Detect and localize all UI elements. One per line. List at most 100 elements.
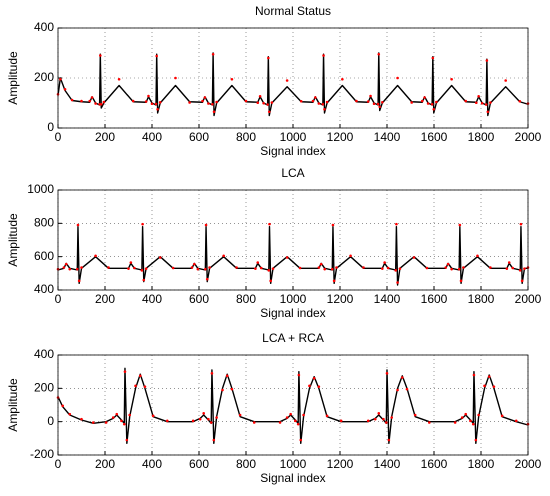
data-point [412, 256, 416, 259]
data-point [331, 223, 335, 227]
x-tick-label: 0 [55, 457, 62, 471]
data-point [252, 421, 256, 424]
data-point [211, 102, 214, 106]
data-point [475, 101, 478, 105]
data-point [425, 266, 429, 270]
data-point [141, 222, 144, 226]
data-point [244, 99, 248, 103]
data-point [131, 99, 135, 103]
data-point [400, 376, 404, 379]
x-tick-label: 1200 [327, 292, 354, 306]
data-point [387, 438, 391, 442]
x-tick-label: 1800 [468, 292, 495, 306]
x-tick-label: 400 [142, 457, 162, 471]
y-tick-label: 200 [34, 381, 54, 395]
data-point [235, 266, 238, 269]
data-point [267, 269, 271, 272]
data-point [453, 421, 457, 424]
x-axis-label: Signal index [260, 306, 325, 320]
data-point [489, 101, 492, 104]
data-point [428, 421, 431, 424]
data-point [396, 76, 399, 80]
data-point [484, 103, 488, 106]
data-point [204, 223, 208, 227]
data-point [165, 419, 169, 423]
x-tick-label: 1200 [327, 457, 354, 471]
data-point [390, 416, 394, 419]
subplot: Normal Status 0 200 400 600 800 1000 1200 1400 16… [6, 4, 541, 158]
x-tick-label: 800 [236, 457, 256, 471]
data-point [299, 438, 303, 442]
data-point [198, 417, 202, 421]
data-point [317, 102, 321, 105]
x-tick-label: 800 [236, 292, 256, 306]
data-point [520, 279, 524, 283]
x-tick-label: 2000 [515, 292, 542, 306]
data-point [396, 388, 399, 392]
data-point [270, 101, 274, 104]
data-point [317, 266, 321, 269]
data-point [154, 102, 158, 106]
x-tick-label: 1600 [421, 292, 448, 306]
data-point [91, 421, 95, 424]
data-point [127, 267, 130, 270]
data-point [99, 102, 103, 106]
data-point [477, 94, 480, 98]
data-point [191, 419, 195, 423]
data-point [203, 96, 207, 99]
x-tick-label: 200 [95, 457, 115, 471]
data-point [444, 266, 448, 269]
data-point [472, 373, 476, 377]
data-point [330, 267, 334, 271]
data-point [376, 102, 380, 106]
y-tick-label: -200 [30, 447, 54, 461]
data-point [384, 421, 388, 424]
data-point [125, 438, 129, 442]
data-point [61, 404, 64, 408]
data-point [259, 266, 263, 270]
data-point [302, 413, 305, 417]
x-tick-label: 800 [236, 130, 256, 144]
data-point [204, 267, 207, 271]
data-point [269, 279, 272, 283]
data-point [366, 100, 370, 103]
x-tick-label: 600 [189, 292, 209, 306]
x-axis-label: Signal index [260, 471, 325, 485]
data-point [294, 419, 297, 423]
data-point [395, 222, 398, 226]
data-point [209, 421, 213, 424]
data-point [460, 416, 464, 419]
data-point [64, 262, 68, 266]
data-point [77, 279, 81, 283]
data-point [158, 256, 162, 259]
data-point [278, 421, 282, 424]
data-point [142, 278, 146, 282]
x-tick-label: 200 [95, 292, 115, 306]
x-tick-label: 200 [95, 130, 115, 144]
data-point [373, 417, 377, 421]
data-point [190, 266, 194, 269]
data-point [99, 54, 102, 57]
data-point [398, 267, 402, 270]
data-point [382, 417, 385, 421]
data-point [285, 256, 289, 259]
data-point [256, 261, 260, 264]
data-point [144, 267, 148, 270]
data-point [68, 412, 72, 416]
data-point [377, 412, 381, 415]
data-point [208, 266, 211, 269]
data-point [151, 414, 155, 418]
data-point [381, 267, 384, 270]
data-point [462, 266, 465, 269]
signal-line [57, 52, 529, 117]
y-axis-label: Amplitude [6, 51, 20, 105]
data-point [483, 384, 486, 388]
data-point [420, 99, 424, 103]
x-tick-label: 1000 [280, 292, 307, 306]
data-point [323, 107, 326, 111]
data-point [76, 223, 80, 227]
data-point [321, 102, 325, 106]
data-point [107, 266, 110, 269]
data-point [134, 384, 137, 388]
data-point [477, 413, 480, 417]
